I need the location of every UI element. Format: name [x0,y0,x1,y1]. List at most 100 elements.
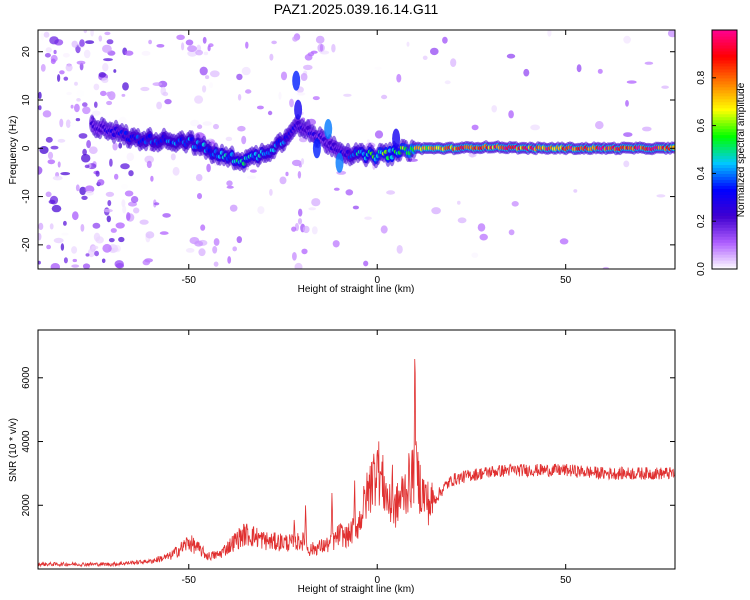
heatmap-noise-blob [108,238,115,243]
snr-panel: -50 0 50 2000 4000 6000 Height of straight li… [8,329,676,595]
heatmap-noise-blob [71,264,80,268]
heatmap-noise-blob [102,44,112,53]
x-tick-label: -50 [182,575,197,586]
heatmap-noise-blob [112,142,118,151]
heatmap-noise-blob [63,76,69,81]
heatmap-noise-blob [118,142,123,149]
colorbar-step [712,113,737,118]
heatmap-noise-blob [245,89,252,94]
heatmap-burst [312,138,321,159]
heatmap-noise-blob [237,94,242,101]
heatmap-noise-blob [199,66,208,76]
colorbar-tick-label: 0.6 [696,118,707,132]
colorbar-step [712,266,737,270]
colorbar-step [712,203,737,207]
colorbar-step [712,98,737,103]
snr-series-line [38,359,675,568]
snr-frame [37,329,676,570]
heatmap-noise-blob [113,69,117,73]
heatmap-noise-blob [124,190,134,197]
heatmap-noise-blob [90,30,94,37]
colorbar-step [712,35,737,40]
heatmap-noise-blob [45,47,52,53]
heatmap-noise-blob [110,228,117,233]
heatmap-noise-blob [65,119,71,128]
heatmap-noise-blob [101,258,106,264]
heatmap-noise-blob [246,175,257,180]
heatmap-noise-blob [194,240,204,247]
heatmap-noise-blob [297,171,302,179]
heatmap-noise-blob [128,170,134,177]
heatmap-noise-blob [576,64,582,73]
heatmap-noise-blob [644,61,654,65]
heatmap-noise-blob [213,261,219,267]
heatmap-noise-blob [457,217,467,224]
heatmap-noise-blob [38,233,42,241]
heatmap-noise-blob [39,146,49,154]
colorbar-step [712,95,737,100]
heatmap-noise-blob [667,30,675,38]
heatmap-noise-blob [308,207,317,211]
colorbar-step [712,137,737,142]
heatmap-noise-blob [315,35,325,44]
heatmap-noise-blob [50,145,59,150]
heatmap-noise-blob [241,135,247,145]
heatmap-noise-blob [364,216,372,220]
x-tick-label: -50 [182,275,197,286]
colorbar-step [712,230,737,234]
heatmap-noise-blob [278,91,282,100]
heatmap-noise-blob [109,158,113,167]
colorbar-step [712,224,737,228]
colorbar-step [712,209,737,213]
heatmap-noise-blob [63,220,67,226]
heatmap-noise-blob [236,236,242,244]
heatmap-noise-blob [597,68,603,74]
spectrogram-x-label: Height of straight line (km) [298,284,415,295]
heatmap-noise-blob [200,224,206,231]
heatmap-noise-blob [153,202,160,206]
heatmap-noise-blob [115,222,125,229]
heatmap-noise-blob [158,80,168,88]
colorbar-step [712,38,737,43]
heatmap-noise-blob [75,184,80,192]
colorbar-step [712,152,737,157]
heatmap-noise-blob [162,213,171,218]
heatmap-noise-blob [57,161,61,168]
heatmap-noise-blob [81,153,91,163]
colorbar-step [712,122,737,127]
heatmap-noise-blob [93,232,101,242]
heatmap-noise-blob [237,125,246,132]
heatmap-noise-blob [93,83,100,91]
y-tick-label: 0 [21,145,32,151]
heatmap-noise-blob [98,72,107,78]
heatmap-noise-blob [296,92,306,96]
colorbar-step [712,227,737,231]
heatmap-noise-blob [312,96,320,101]
spectrogram-heatmap [38,30,675,269]
heatmap-noise-blob [83,30,87,34]
colorbar-step [712,182,737,186]
heatmap-noise-blob [47,151,54,160]
y-tick-label: 6000 [21,366,32,389]
heatmap-noise-blob [45,191,52,198]
heatmap-noise-blob [122,205,127,214]
heatmap-noise-blob [333,187,340,191]
colorbar-step [712,107,737,112]
colorbar-frame [711,29,738,270]
heatmap-noise-blob [107,200,112,207]
colorbar-label: Normalized spectral amplitude [736,82,747,217]
heatmap-noise-blob [120,183,129,190]
heatmap-noise-blob [623,35,631,44]
y-tick-label: 2000 [21,494,32,517]
heatmap-noise-blob [656,194,666,198]
spectrogram-y-label: Frequency (Hz) [8,116,19,185]
colorbar-step [712,176,737,180]
heatmap-noise-blob [62,53,70,58]
heatmap-noise-blob [107,91,116,101]
colorbar-step [712,53,737,58]
heatmap-noise-blob [345,189,354,196]
colorbar-step [712,134,737,139]
colorbar-step [712,164,737,169]
heatmap-noise-blob [479,233,488,241]
